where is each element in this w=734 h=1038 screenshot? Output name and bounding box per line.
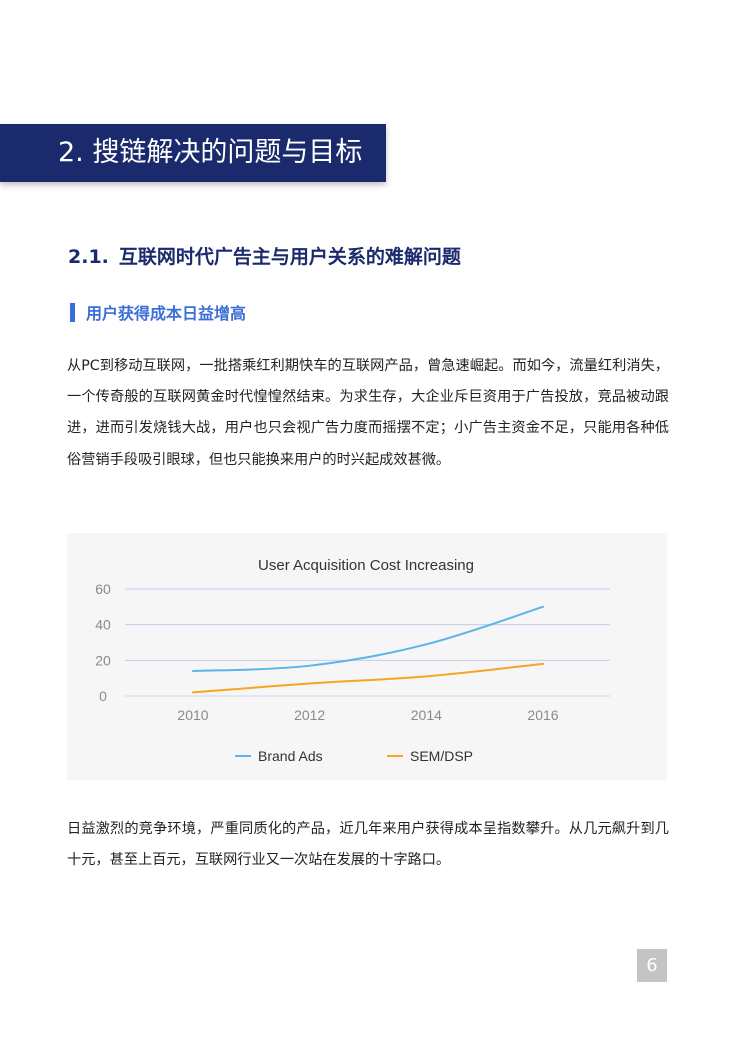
series-line-brand-ads xyxy=(192,605,544,673)
section-banner: 2. 搜链解决的问题与目标 xyxy=(0,124,386,182)
page-number: 6 xyxy=(637,949,667,982)
x-tick-label: 2010 xyxy=(177,707,208,723)
chart-title: User Acquisition Cost Increasing xyxy=(258,557,474,574)
subsection-number: 2.1. xyxy=(68,246,109,268)
chart-container: User Acquisition Cost Increasing 0 20 40 60… xyxy=(67,533,667,780)
subsection-title: 互联网时代广告主与用户关系的难解问题 xyxy=(118,246,461,268)
paragraph-intro: 从PC到移动互联网，一批搭乘红利期快车的互联网产品，曾急速崛起。而如今，流量红利… xyxy=(67,358,669,468)
topic-label: 用户获得成本日益增高 xyxy=(86,304,247,323)
series-line-sem-dsp xyxy=(192,662,544,694)
topic-heading: 用户获得成本日益增高 xyxy=(70,300,247,323)
y-tick-label: 60 xyxy=(95,581,111,597)
x-tick-label: 2016 xyxy=(527,707,558,723)
subsection-heading: 2.1. 互联网时代广告主与用户关系的难解问题 xyxy=(68,242,461,269)
y-tick-label: 0 xyxy=(99,688,107,704)
line-chart: User Acquisition Cost Increasing 0 20 40 60… xyxy=(95,557,610,764)
y-tick-label: 20 xyxy=(95,652,111,668)
x-tick-label: 2012 xyxy=(294,707,325,723)
x-tick-label: 2014 xyxy=(411,707,442,723)
topic-accent-bar xyxy=(70,302,75,322)
legend-label-brand-ads: Brand Ads xyxy=(258,748,323,764)
paragraph-conclusion: 日益激烈的竞争环境，严重同质化的产品，近几年来用户获得成本呈指数攀升。从几元飙升… xyxy=(67,821,669,869)
y-tick-label: 40 xyxy=(95,617,111,633)
section-title: 2. 搜链解决的问题与目标 xyxy=(58,137,363,168)
legend-label-sem-dsp: SEM/DSP xyxy=(410,748,473,764)
